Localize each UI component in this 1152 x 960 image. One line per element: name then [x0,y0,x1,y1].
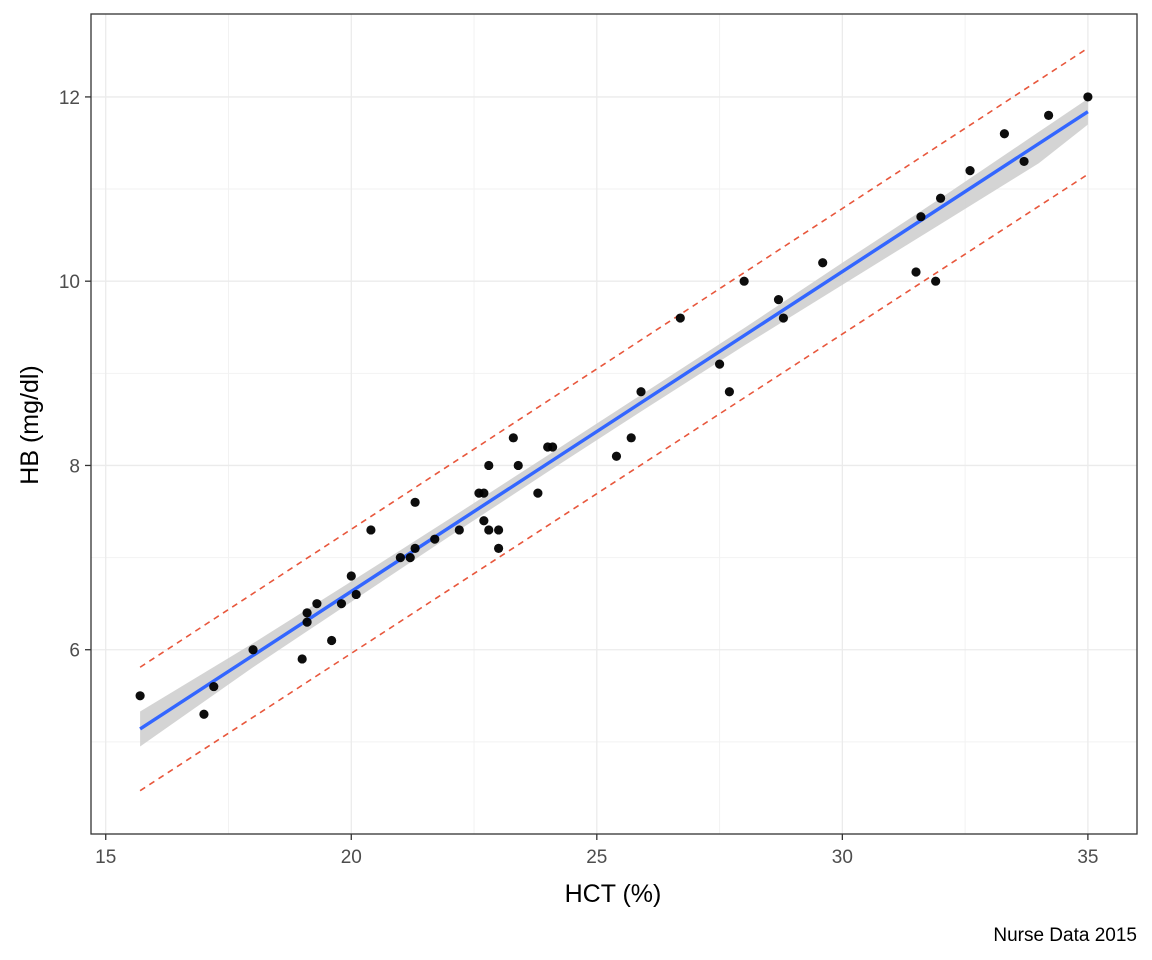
confidence-band-layer [140,98,1088,747]
data-point [675,313,685,323]
data-point [636,387,646,397]
data-point [410,543,420,553]
data-point [312,599,322,609]
data-point [916,212,926,222]
data-point [533,488,543,498]
data-point [484,460,494,471]
data-point [302,617,312,627]
data-point [395,552,405,563]
chart-caption: Nurse Data 2015 [993,925,1137,946]
data-point [135,691,145,701]
data-point [336,599,347,609]
data-point [778,313,789,323]
data-point [410,497,420,507]
data-point [479,516,489,526]
confidence-band [140,98,1088,747]
data-points [135,92,1093,719]
x-tick-label: 35 [1077,847,1098,868]
data-point [302,608,312,618]
data-point [931,276,941,286]
data-point [493,543,504,553]
data-point [626,433,636,443]
data-point [1019,156,1029,167]
data-point [773,295,784,305]
data-point [724,387,735,397]
x-tick-label: 15 [95,847,116,868]
prediction-lower-line [139,173,1089,792]
x-tick-label: 20 [341,847,362,868]
y-tick-label: 10 [59,272,80,293]
data-point [405,552,415,563]
x-tick-label: 25 [586,847,607,868]
data-point [508,433,518,443]
y-tick-label: 8 [69,456,80,477]
prediction-interval-layer [139,47,1089,792]
data-point [999,129,1010,139]
prediction-upper-line [139,47,1089,668]
fit-line-layer [139,110,1089,731]
data-point [818,258,828,268]
panel-border [90,13,1138,835]
data-point [454,525,464,535]
data-point [297,654,307,664]
data-point [935,193,946,203]
data-point [346,571,356,581]
data-point [513,460,523,471]
data-point [366,525,376,535]
data-point [209,681,219,692]
regression-fit-line [139,110,1089,731]
data-point [327,635,337,646]
data-point [351,589,361,600]
data-point [430,534,440,544]
data-point [911,267,921,277]
data-point [611,451,622,461]
y-tick-label: 6 [69,641,80,662]
x-tick-label: 30 [832,847,853,868]
data-point [1083,92,1093,102]
x-axis-title: HCT (%) [565,880,662,908]
data-point [548,442,558,452]
y-axis-title: HB (mg/dl) [16,365,44,484]
axes: 15 20 25 30 35 6 8 10 12 [59,88,1099,868]
data-point [1044,110,1054,120]
data-point [484,525,494,535]
data-point [965,166,975,176]
data-point [714,359,725,369]
data-point [479,488,489,498]
grid-lines [91,14,1137,834]
y-tick-label: 12 [59,88,80,109]
data-point [739,276,749,286]
data-point [248,645,258,655]
data-point [493,525,504,535]
data-point [199,709,209,719]
